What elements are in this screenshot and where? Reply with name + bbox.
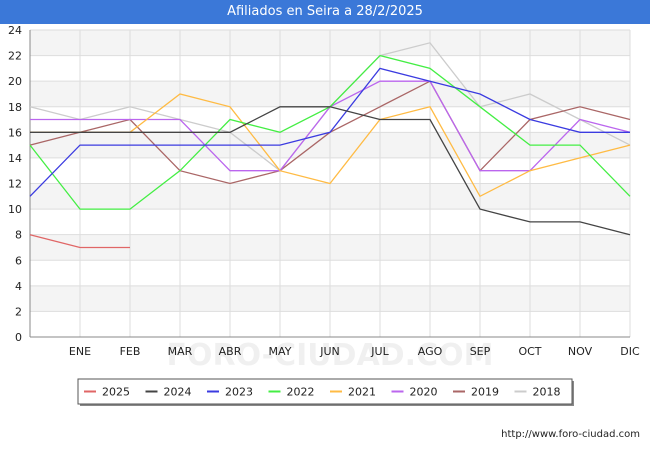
y-tick-label: 14 (8, 152, 22, 165)
legend (77, 378, 573, 405)
y-tick-label: 20 (8, 75, 22, 88)
x-tick-label: SEP (470, 345, 491, 358)
y-tick-label: 8 (15, 229, 22, 242)
x-tick-label: JUN (319, 345, 340, 358)
x-tick-label: OCT (518, 345, 541, 358)
series-line-2023 (29, 67, 630, 197)
legend-label: 2022 (287, 386, 315, 399)
y-tick-label: 4 (15, 280, 22, 293)
legend-label: 2023 (225, 386, 253, 399)
footer-url[interactable]: http://www.foro-ciudad.com (501, 429, 640, 440)
y-tick-label: 18 (8, 101, 22, 114)
chart-title-bar: Afiliados en Seira a 28/2/2025 (0, 0, 650, 24)
y-tick-label: 22 (8, 50, 22, 63)
y-tick-label: 16 (8, 126, 22, 139)
y-tick-label: 0 (15, 331, 22, 344)
x-tick-label: FEB (120, 345, 141, 358)
legend-label: 2018 (533, 386, 561, 399)
y-tick-label: 12 (8, 178, 22, 191)
x-tick-label: AGO (418, 345, 443, 358)
y-tick-label: 2 (15, 305, 22, 318)
chart-title: Afiliados en Seira a 28/2/2025 (227, 4, 423, 19)
series-line-2025 (29, 234, 130, 249)
watermark: FORO-CIUDAD.COM (167, 338, 494, 373)
y-tick-label: 10 (8, 203, 22, 216)
x-tick-label: ABR (219, 345, 242, 358)
legend-label: 2021 (348, 386, 376, 399)
legend-label: 2024 (164, 386, 192, 399)
x-tick-label: MAY (269, 345, 292, 358)
x-tick-label: JUL (370, 345, 389, 358)
legend-label: 2019 (471, 386, 499, 399)
y-tick-label: 24 (8, 24, 22, 37)
legend-label: 2020 (410, 386, 438, 399)
x-tick-label: ENE (69, 345, 91, 358)
y-tick-label: 6 (15, 254, 22, 267)
series-line-2024 (30, 106, 631, 236)
legend-label: 2025 (102, 386, 130, 399)
x-tick-label: NOV (568, 345, 593, 358)
x-tick-label: MAR (168, 345, 193, 358)
x-tick-label: DIC (620, 345, 640, 358)
